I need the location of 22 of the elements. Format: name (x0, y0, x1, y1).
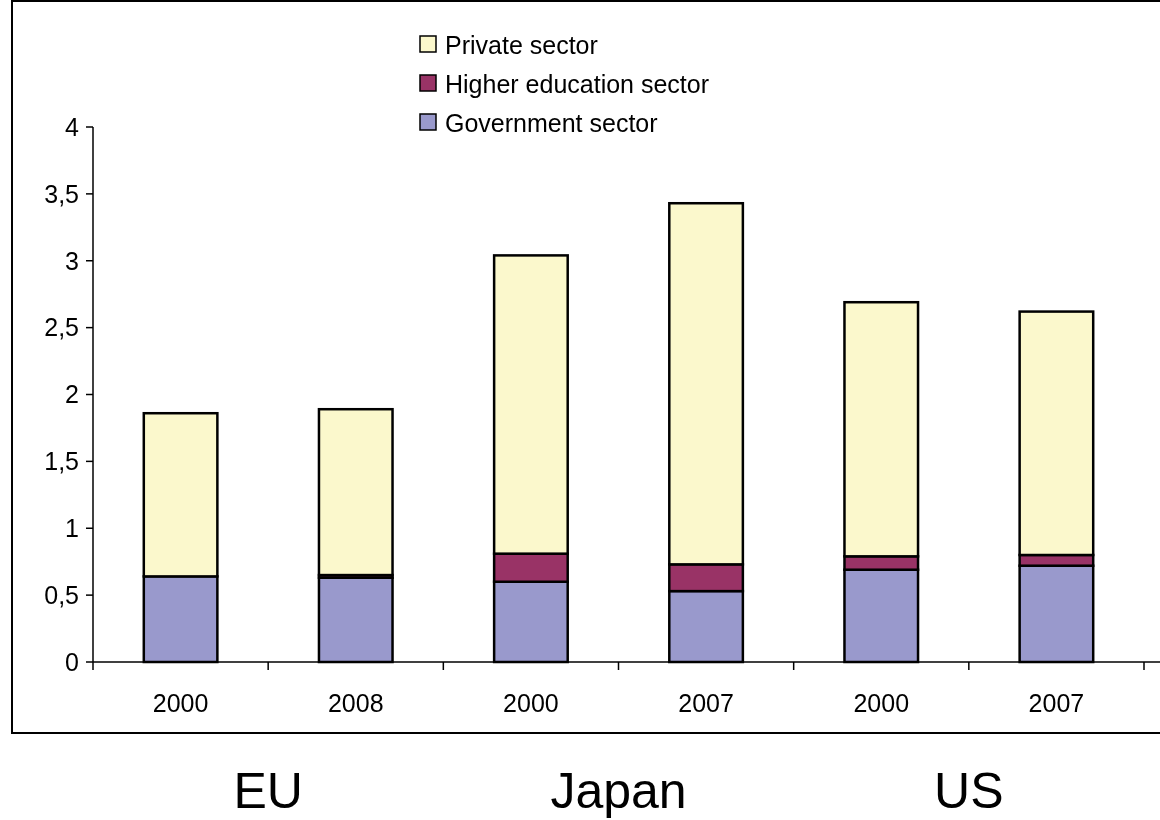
x-tick-label: 2007 (1028, 689, 1085, 717)
bar (317, 407, 394, 577)
y-tick-label: 2 (65, 380, 79, 409)
x-tick-label: 2008 (327, 689, 384, 717)
x-tick-label: 2000 (853, 689, 910, 717)
x-tick-label: 2007 (678, 689, 734, 717)
legend-label: Higher education sector (445, 69, 710, 98)
y-tick-label: 0 (65, 647, 79, 676)
y-tick-label: 1 (65, 514, 79, 542)
y-tick-label: 1,5 (44, 447, 79, 476)
y-tick-label: 3,5 (44, 179, 79, 208)
x-tick-label: 2000 (152, 689, 209, 717)
y-tick-label: 0,5 (44, 580, 79, 609)
text: Japan (550, 763, 687, 819)
y-tick-label: 3 (65, 246, 79, 275)
legend-label: Private sector (445, 30, 598, 59)
y-tick-label: 4 (65, 112, 80, 141)
text: US (934, 763, 1004, 819)
text: EU (233, 763, 303, 819)
y-tick-label: 2,5 (44, 313, 79, 342)
x-tick-label: 2000 (503, 689, 559, 717)
legend-label: Government sector (445, 108, 658, 137)
